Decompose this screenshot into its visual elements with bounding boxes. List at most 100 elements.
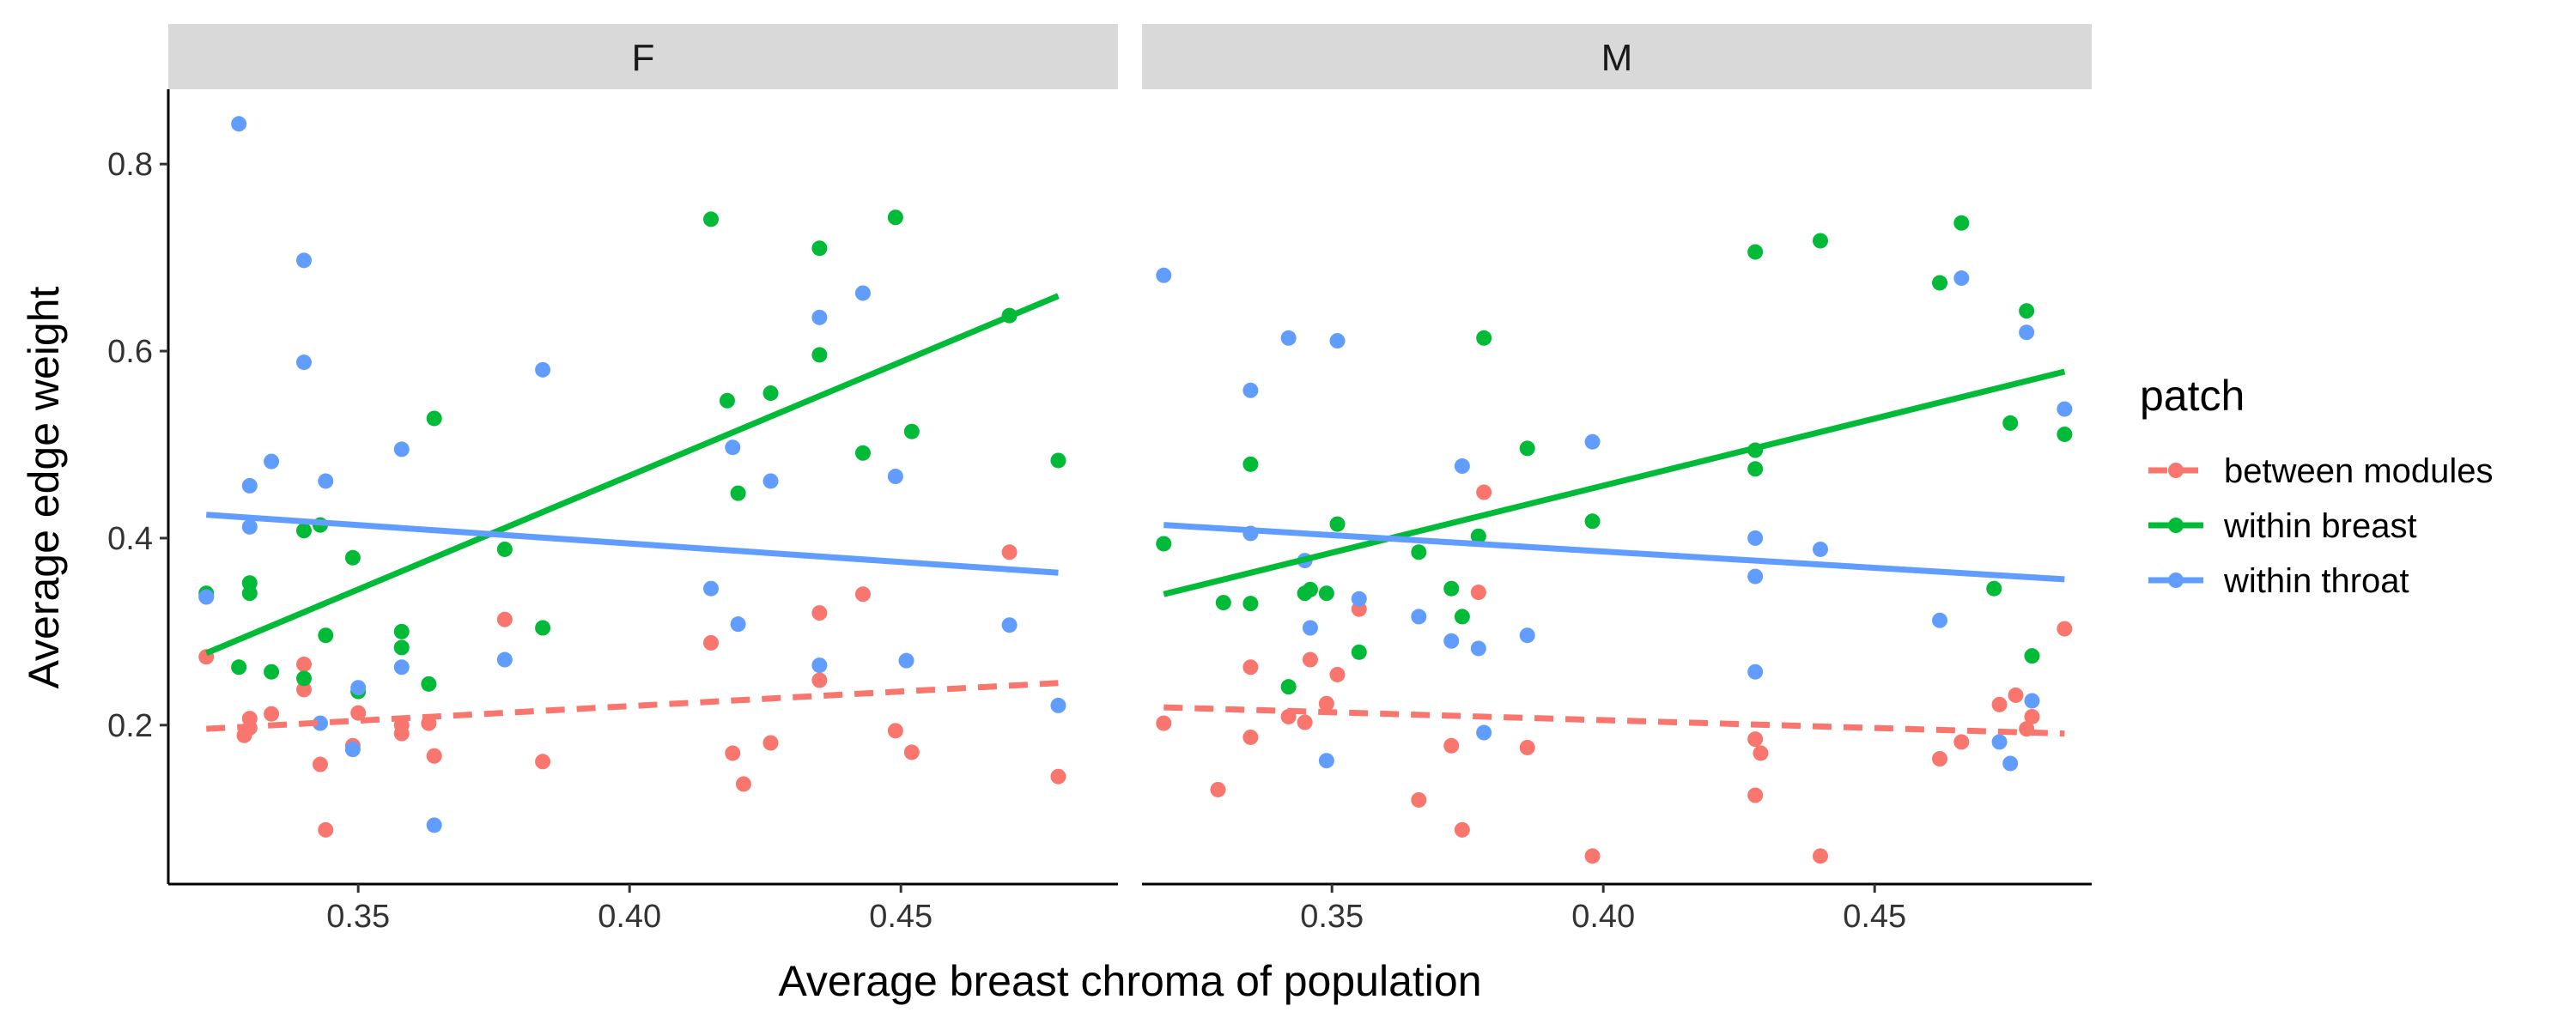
y-axis-title: Average edge weight (20, 286, 68, 688)
data-point (296, 656, 312, 672)
data-point (903, 744, 920, 760)
data-point (1210, 781, 1226, 797)
series-between-modules-m (1156, 484, 2073, 864)
data-point (1443, 737, 1460, 754)
data-point (1280, 330, 1297, 346)
data-point (296, 682, 312, 698)
data-point (811, 309, 828, 325)
data-point (1454, 609, 1470, 625)
data-point (1302, 581, 1318, 597)
data-point (1932, 612, 1948, 628)
data-point (1242, 659, 1259, 676)
data-point (318, 821, 334, 838)
panel-f (198, 116, 1066, 838)
data-point (1519, 627, 1535, 644)
data-point (703, 580, 719, 597)
data-point (811, 347, 828, 363)
data-point (231, 659, 247, 676)
data-point (1753, 745, 1769, 761)
data-point (2024, 693, 2040, 709)
x-tick-label: 0.35 (326, 899, 390, 935)
x-tick-label: 0.45 (869, 899, 933, 935)
data-point (393, 659, 410, 676)
data-point (2057, 426, 2073, 442)
facet-strip-label-m: M (1601, 37, 1633, 79)
data-point (887, 209, 903, 226)
data-point (735, 776, 751, 792)
data-point (811, 672, 828, 688)
data-point (1932, 751, 1948, 767)
data-point (264, 663, 280, 680)
data-point (1813, 541, 1828, 557)
data-point (887, 469, 903, 485)
data-point (1351, 591, 1367, 607)
legend-key-point (2168, 573, 2184, 588)
data-point (421, 676, 437, 692)
data-point (264, 453, 280, 470)
x-tick-label: 0.40 (1571, 899, 1635, 935)
data-point (350, 680, 367, 696)
data-point (730, 485, 746, 501)
data-point (2019, 303, 2035, 319)
data-point (1318, 753, 1334, 769)
data-point (1351, 644, 1367, 660)
data-point (1318, 585, 1334, 602)
data-point (1050, 697, 1066, 713)
data-point (811, 240, 828, 257)
data-point (1302, 620, 1318, 636)
legend-entry-within-breast: within breast (2148, 507, 2417, 545)
data-point (496, 611, 513, 627)
data-point (1242, 729, 1259, 745)
data-point (1584, 433, 1601, 450)
data-point (1001, 544, 1018, 560)
data-point (1747, 568, 1764, 585)
data-point (1470, 640, 1486, 657)
data-point (2057, 621, 2073, 637)
legend-entry-between-modules: between modules (2148, 452, 2494, 490)
data-point (730, 616, 746, 633)
data-point (811, 657, 828, 674)
data-point (703, 211, 719, 227)
data-point (496, 541, 513, 557)
data-point (854, 285, 871, 301)
x-tick-label: 0.35 (1300, 899, 1364, 935)
data-point (1747, 530, 1764, 546)
data-point (296, 354, 312, 371)
data-point (426, 410, 442, 427)
data-point (1932, 275, 1948, 291)
data-point (241, 477, 258, 494)
data-point (719, 392, 735, 409)
data-point (2024, 708, 2040, 724)
trend-line-within-throat-f (206, 512, 1059, 576)
data-point (344, 549, 361, 566)
data-point (496, 651, 513, 668)
data-point (1519, 739, 1535, 755)
data-point (2057, 401, 2073, 417)
facet-strip-f: F (168, 24, 1118, 89)
data-point (1454, 821, 1470, 838)
data-point (393, 441, 410, 457)
data-point (318, 473, 334, 489)
axes: 0.2 0.4 0.6 0.8 0.35 0.40 0.45 0.35 0.40 0.45 (107, 89, 2092, 935)
data-point (854, 445, 871, 461)
data-point (1156, 536, 1172, 552)
data-point (1747, 663, 1764, 680)
legend-key-point (2168, 518, 2184, 533)
data-point (350, 705, 367, 721)
facet-strip-label-f: F (632, 37, 655, 79)
series-within-throat-f (198, 116, 1066, 833)
trend-line-within-breast-m (1163, 368, 2066, 597)
data-point (1297, 714, 1313, 730)
trend-line-between-modules-f (206, 680, 1059, 732)
data-point (312, 715, 328, 731)
data-point (1986, 580, 2002, 597)
series-within-breast-f (198, 209, 1066, 700)
data-point (426, 748, 442, 764)
data-point (1411, 544, 1427, 560)
data-point (535, 754, 551, 770)
data-point (1991, 734, 2008, 750)
data-point (241, 585, 258, 602)
data-point (1156, 267, 1172, 283)
